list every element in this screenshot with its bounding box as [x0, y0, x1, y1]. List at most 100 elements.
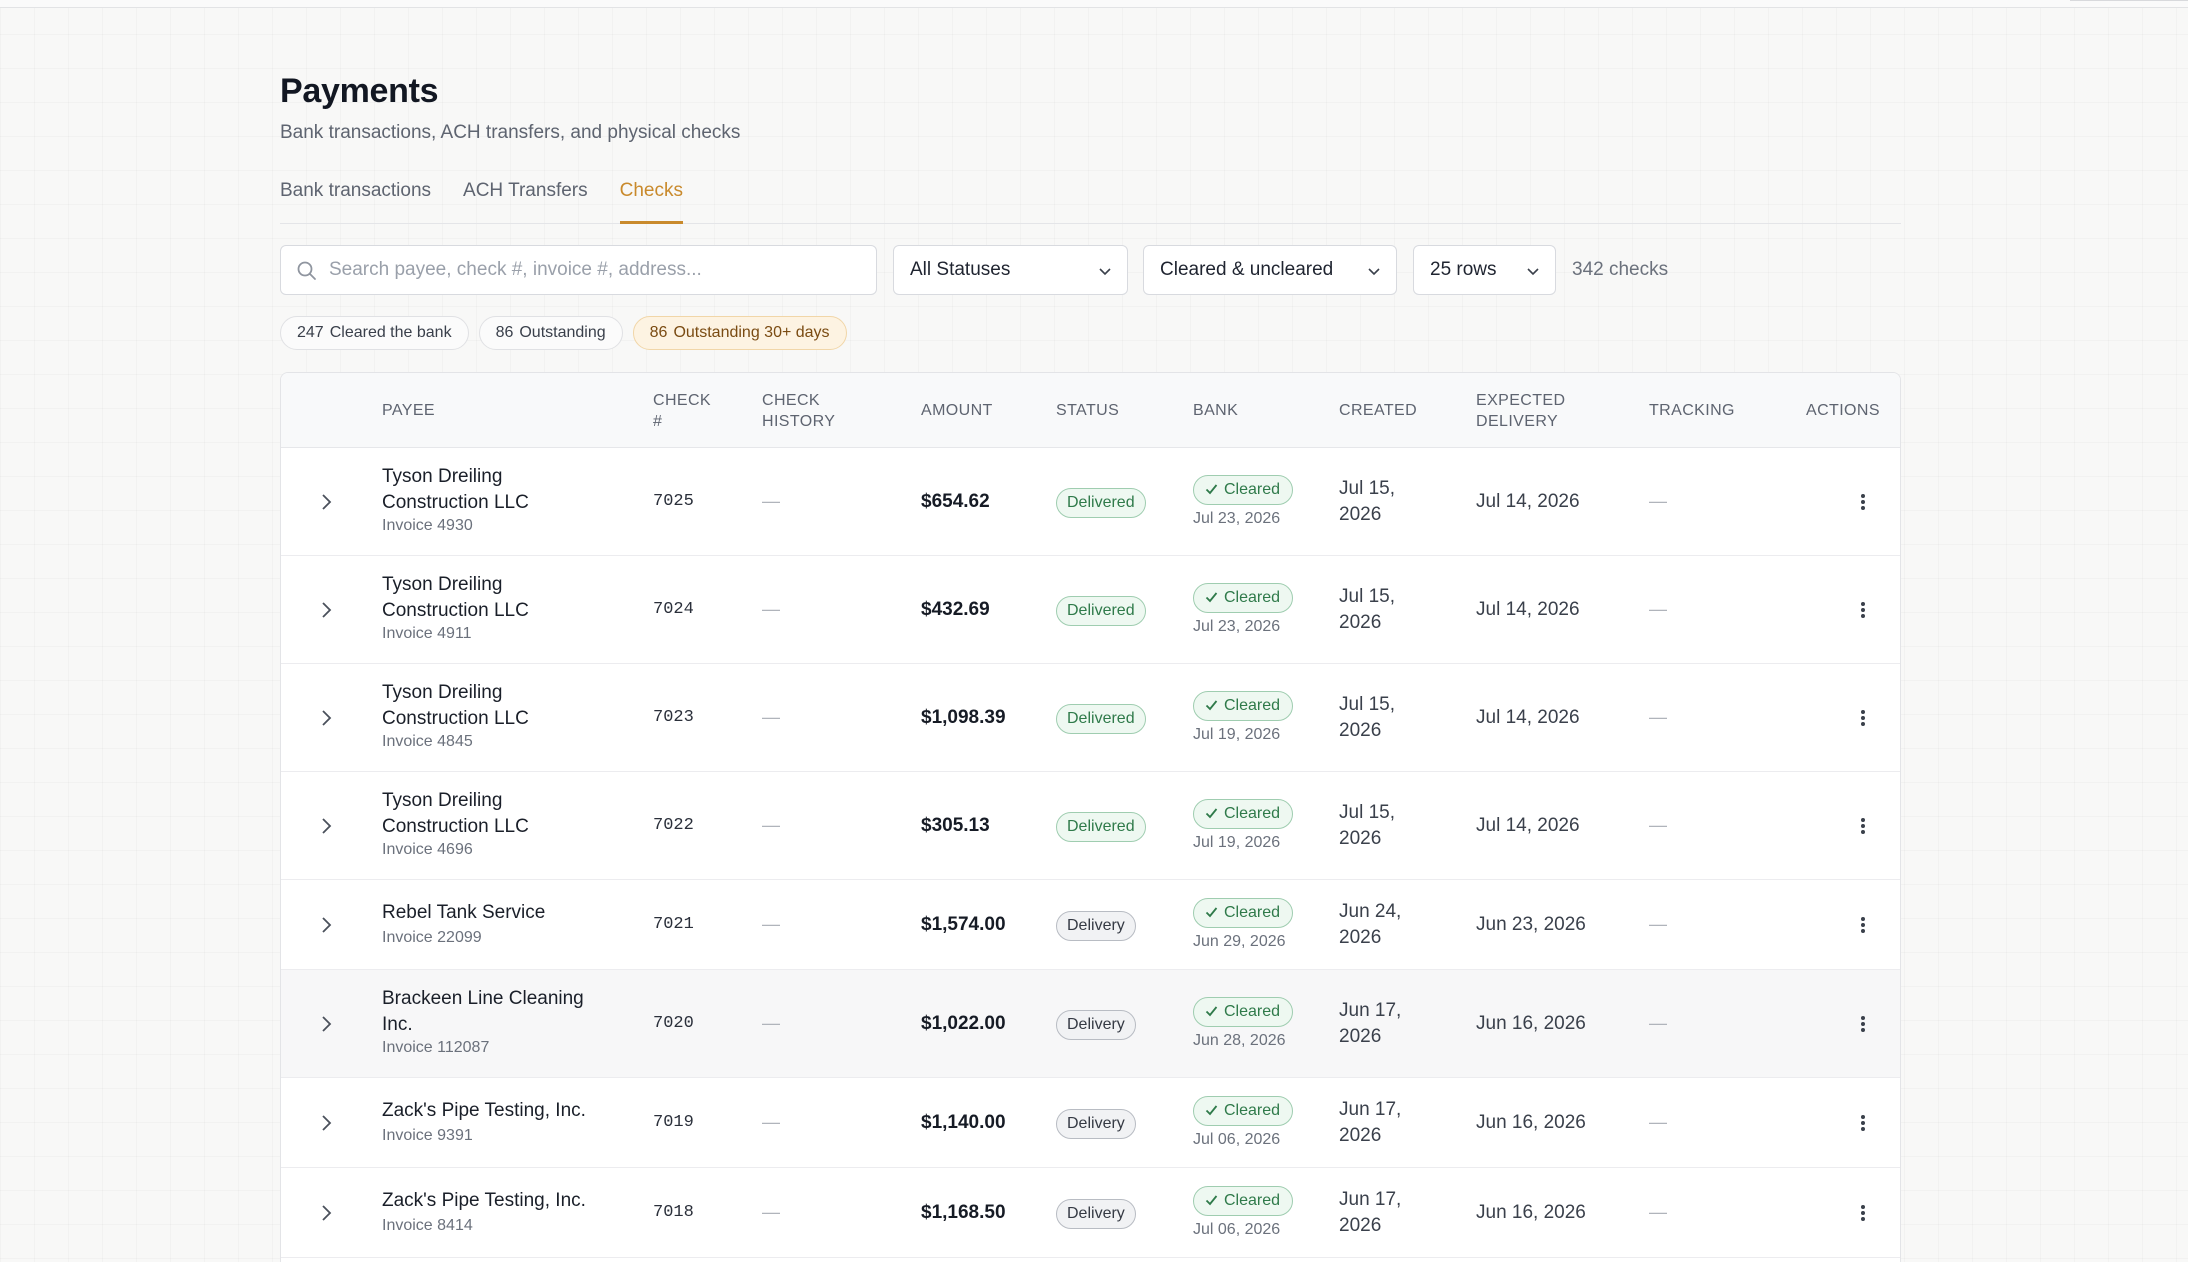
col-expected-delivery[interactable]: Expected Delivery [1476, 390, 1565, 432]
more-actions-icon[interactable] [1853, 706, 1873, 730]
created-date-line2: 2026 [1339, 504, 1382, 525]
check-number: 7024 [653, 600, 694, 619]
table-row[interactable]: Tyson Dreiling Construction LLC Invoice 48… [281, 664, 1900, 772]
more-actions-icon[interactable] [1853, 490, 1873, 514]
page-subtitle: Bank transactions, ACH transfers, and ph… [280, 122, 741, 143]
tracking-value: — [1649, 707, 1667, 727]
chevron-right-icon[interactable] [314, 1201, 338, 1225]
check-history: — [762, 815, 780, 835]
created-date-line1: Jun 17, [1339, 1000, 1402, 1021]
top-bar [0, 0, 2188, 8]
tab-ach-transfers[interactable]: ACH Transfers [463, 180, 588, 201]
created-date-line2: 2026 [1339, 612, 1382, 633]
bank-status-label: Cleared [1224, 1192, 1281, 1209]
payee-name: Rebel Tank Service [382, 900, 612, 926]
chip-outstanding-30-days[interactable]: 86 Outstanding 30+ days [632, 316, 847, 350]
expected-delivery-date: Jul 14, 2026 [1476, 599, 1580, 620]
payee-name: Tyson Dreiling Construction LLC [382, 572, 612, 624]
table-row[interactable]: Rebel Tank Service Invoice 22099 7021 — $1,5… [281, 880, 1900, 970]
status-badge: Delivered [1056, 812, 1146, 842]
amount: $1,022.00 [921, 1013, 1006, 1034]
tracking-value: — [1649, 491, 1667, 511]
more-actions-icon[interactable] [1853, 913, 1873, 937]
bank-cleared-date: Jul 23, 2026 [1193, 510, 1281, 527]
created-date: Jul 15, 2026 [1339, 584, 1419, 636]
col-status[interactable]: Status [1056, 402, 1120, 419]
created-date: Jul 15, 2026 [1339, 800, 1419, 852]
created-date-line2: 2026 [1339, 927, 1382, 948]
more-actions-icon[interactable] [1853, 1111, 1873, 1135]
tracking-value: — [1649, 1112, 1667, 1132]
table-row[interactable]: Tyson Dreiling Construction LLC Invoice 46… [281, 772, 1900, 880]
search-input[interactable] [329, 246, 859, 294]
chip-cleared[interactable]: 247 Cleared the bank [280, 316, 469, 350]
col-bank[interactable]: Bank [1193, 402, 1239, 419]
invoice-number: Invoice 4911 [382, 625, 472, 642]
col-created[interactable]: Created [1339, 402, 1418, 419]
col-check-number[interactable]: Check # [653, 390, 711, 432]
more-actions-icon[interactable] [1853, 1201, 1873, 1225]
invoice-number: Invoice 4930 [382, 517, 473, 534]
amount: $1,168.50 [921, 1202, 1006, 1223]
bank-status-label: Cleared [1224, 481, 1281, 498]
tab-bank-transactions[interactable]: Bank transactions [280, 180, 432, 201]
chevron-right-icon[interactable] [314, 1012, 338, 1036]
col-amount[interactable]: Amount [921, 402, 993, 419]
bank-cleared-badge: Cleared [1193, 1186, 1294, 1216]
col-payee[interactable]: Payee [382, 402, 435, 419]
more-actions-icon[interactable] [1853, 1012, 1873, 1036]
check-history: — [762, 707, 780, 727]
rows-per-page-select[interactable]: 25 rows [1413, 245, 1556, 295]
summary-chips: 247 Cleared the bank 86 Outstanding 86 Outs… [280, 316, 857, 350]
chevron-right-icon[interactable] [314, 598, 338, 622]
status-filter-select[interactable]: All Statuses [893, 245, 1128, 295]
chip-label: Outstanding [519, 324, 606, 341]
created-date-line2: 2026 [1339, 1125, 1382, 1146]
table-row[interactable]: Tyson Dreiling Construction LLC Invoice 49… [281, 556, 1900, 664]
tab-checks[interactable]: Checks [619, 170, 683, 224]
payee-name-line1: Zack's Pipe Testing, Inc. [382, 1190, 586, 1211]
tracking-value: — [1649, 1202, 1667, 1222]
payment-tabs: Bank transactions ACH Transfers Checks [280, 170, 1901, 224]
chip-outstanding[interactable]: 86 Outstanding [478, 316, 623, 350]
chevron-right-icon[interactable] [314, 913, 338, 937]
table-row[interactable]: Zack's Pipe Testing, Inc. Invoice 9391 701… [281, 1078, 1900, 1168]
bank-cleared-date: Jul 06, 2026 [1193, 1131, 1281, 1148]
check-history: — [762, 491, 780, 511]
check-count: 342 checks [1572, 259, 1669, 280]
col-tracking: Tracking [1649, 402, 1735, 419]
created-date-line1: Jul 15, [1339, 694, 1395, 715]
invoice-number: Invoice 4696 [382, 841, 473, 858]
invoice-number: Invoice 4845 [382, 733, 473, 750]
status-filter-value: All Statuses [910, 259, 1011, 280]
payee-name-line2: Construction LLC [382, 600, 529, 621]
more-actions-icon[interactable] [1853, 598, 1873, 622]
invoice-number: Invoice 112087 [382, 1039, 490, 1056]
created-date-line2: 2026 [1339, 1026, 1382, 1047]
created-date: Jun 17, 2026 [1339, 1097, 1419, 1149]
col-expected-line1: Expected [1476, 392, 1566, 409]
chevron-right-icon[interactable] [314, 814, 338, 838]
payee-name: Brackeen Line Cleaning Inc. [382, 986, 612, 1038]
table-row[interactable]: Zack's Pipe Testing, Inc. Invoice 8414 701… [281, 1168, 1900, 1258]
col-check-history[interactable]: Check History [762, 390, 835, 432]
bank-cleared-date: Jul 23, 2026 [1193, 618, 1281, 635]
chevron-right-icon[interactable] [314, 706, 338, 730]
chevron-right-icon[interactable] [314, 1111, 338, 1135]
created-date-line2: 2026 [1339, 828, 1382, 849]
created-date: Jun 17, 2026 [1339, 1187, 1419, 1239]
chevron-right-icon[interactable] [314, 490, 338, 514]
bank-cleared-badge: Cleared [1193, 898, 1294, 928]
expected-delivery-date: Jul 14, 2026 [1476, 815, 1580, 836]
payee-name-line2: Construction LLC [382, 492, 529, 513]
check-number: 7018 [653, 1203, 694, 1222]
col-actions: Actions [1806, 402, 1880, 419]
table-row[interactable]: Tyson Dreiling Construction LLC Invoice 49… [281, 448, 1900, 556]
table-row[interactable]: Brackeen Line Cleaning Inc. Invoice 112087… [281, 970, 1900, 1078]
expected-delivery-date: Jun 16, 2026 [1476, 1112, 1586, 1133]
bank-cleared-badge: Cleared [1193, 799, 1294, 829]
chip-label: Outstanding 30+ days [673, 324, 830, 341]
bank-cleared-badge: Cleared [1193, 475, 1294, 505]
cleared-filter-select[interactable]: Cleared & uncleared [1143, 245, 1397, 295]
more-actions-icon[interactable] [1853, 814, 1873, 838]
